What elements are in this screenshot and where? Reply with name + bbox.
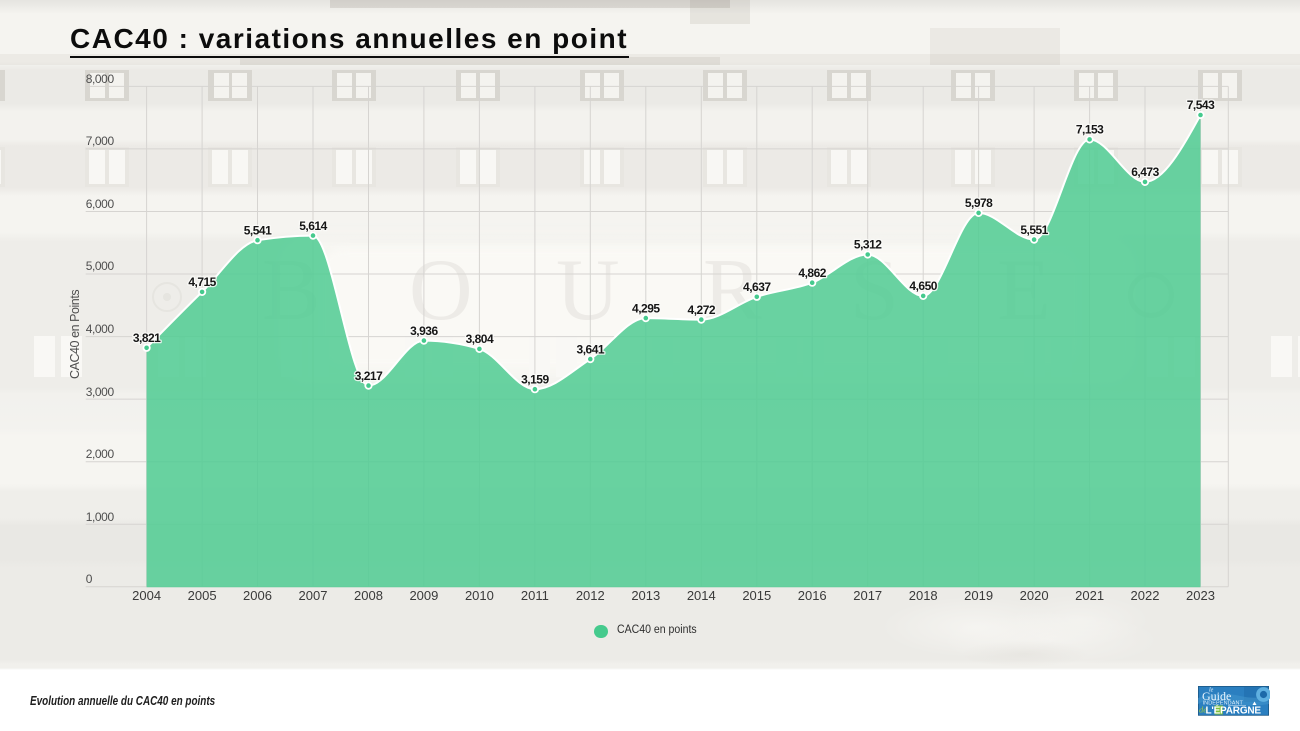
svg-text:7,153: 7,153 bbox=[1076, 123, 1104, 137]
svg-text:INDÉPENDANT: INDÉPENDANT bbox=[1203, 700, 1244, 707]
svg-text:le: le bbox=[1209, 688, 1214, 694]
svg-text:2011: 2011 bbox=[521, 588, 549, 603]
svg-text:2009: 2009 bbox=[409, 588, 438, 603]
svg-text:2010: 2010 bbox=[465, 588, 494, 603]
svg-text:3,936: 3,936 bbox=[410, 324, 438, 338]
svg-text:4,295: 4,295 bbox=[632, 301, 660, 315]
svg-text:4,862: 4,862 bbox=[798, 266, 826, 280]
svg-text:2019: 2019 bbox=[964, 588, 993, 603]
svg-text:2015: 2015 bbox=[742, 588, 771, 603]
svg-text:5,541: 5,541 bbox=[244, 223, 272, 237]
svg-text:2014: 2014 bbox=[687, 588, 716, 603]
svg-text:4,272: 4,272 bbox=[688, 303, 716, 317]
svg-text:2016: 2016 bbox=[798, 588, 827, 603]
svg-text:3,804: 3,804 bbox=[466, 332, 494, 346]
svg-text:2012: 2012 bbox=[576, 588, 605, 603]
svg-text:2007: 2007 bbox=[299, 588, 328, 603]
svg-text:3,217: 3,217 bbox=[355, 369, 383, 383]
svg-text:L'ÉPARGNE: L'ÉPARGNE bbox=[1206, 704, 1262, 716]
svg-text:6,473: 6,473 bbox=[1131, 165, 1159, 179]
svg-text:3,821: 3,821 bbox=[133, 331, 161, 345]
svg-text:2018: 2018 bbox=[909, 588, 938, 603]
svg-text:7,543: 7,543 bbox=[1187, 98, 1215, 112]
svg-text:2023: 2023 bbox=[1186, 588, 1215, 603]
svg-text:2004: 2004 bbox=[132, 588, 161, 603]
svg-text:3,641: 3,641 bbox=[577, 342, 605, 356]
svg-text:Guide: Guide bbox=[1202, 689, 1231, 703]
svg-text:de: de bbox=[1199, 705, 1207, 715]
svg-text:4,715: 4,715 bbox=[188, 275, 216, 289]
svg-text:5,551: 5,551 bbox=[1020, 223, 1048, 237]
svg-text:5,614: 5,614 bbox=[299, 219, 327, 233]
svg-text:2008: 2008 bbox=[354, 588, 383, 603]
svg-text:5,978: 5,978 bbox=[965, 196, 993, 210]
svg-text:2022: 2022 bbox=[1131, 588, 1160, 603]
svg-text:2017: 2017 bbox=[853, 588, 882, 603]
svg-text:3,159: 3,159 bbox=[521, 372, 549, 386]
svg-text:2021: 2021 bbox=[1075, 588, 1104, 603]
svg-text:2005: 2005 bbox=[188, 588, 217, 603]
svg-text:2013: 2013 bbox=[631, 588, 660, 603]
svg-text:4,637: 4,637 bbox=[743, 280, 771, 294]
svg-text:2020: 2020 bbox=[1020, 588, 1049, 603]
svg-text:5,312: 5,312 bbox=[854, 238, 882, 252]
svg-text:4,650: 4,650 bbox=[909, 279, 937, 293]
svg-text:2006: 2006 bbox=[243, 588, 272, 603]
